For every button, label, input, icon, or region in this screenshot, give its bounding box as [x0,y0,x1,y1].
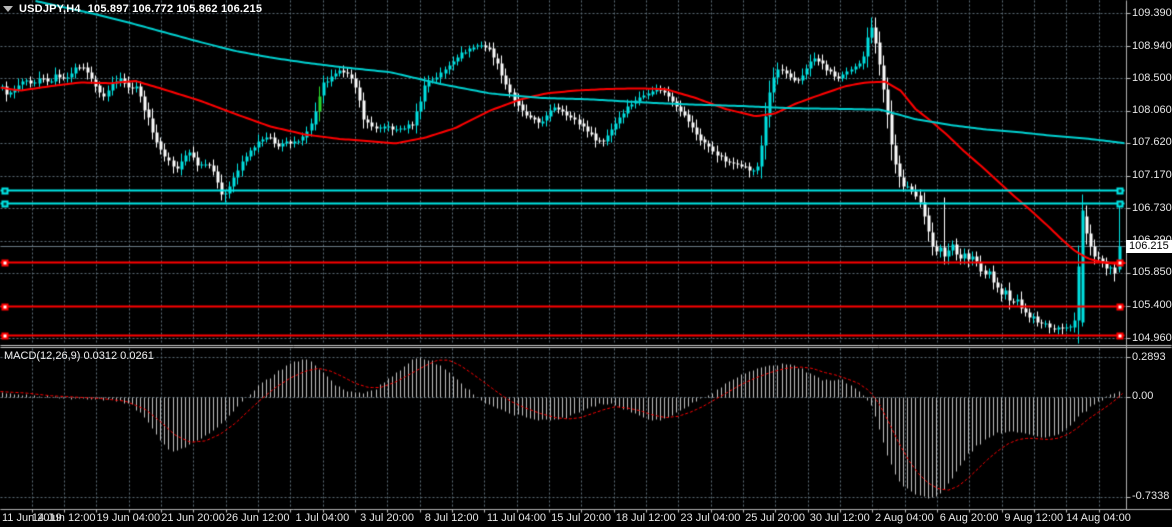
price-axis-label: 107.620 [1132,136,1172,149]
price-axis-label: 105.850 [1132,266,1172,279]
time-axis-label: 2 Aug 04:00 [875,512,934,524]
title-bar: USDJPY,H4 105.897 106.772 105.862 106.21… [3,2,262,16]
time-axis-label: 11 Jul 04:00 [486,512,546,524]
macd-axis-label: -0.7338 [1132,490,1170,503]
macd-axis-label: 0.2893 [1132,350,1166,363]
macd-axis-label: 0.00 [1132,390,1154,403]
current-price-box: 106.215 [1126,239,1172,253]
time-axis-label: 1 Jul 04:00 [295,512,350,524]
time-axis-label: 26 Jun 12:00 [225,512,290,524]
price-axis-label: 108.500 [1132,71,1172,84]
chart-title: USDJPY,H4 [19,3,81,15]
macd-indicator-label: MACD(12,26,9) 0.0312 0.0261 [4,350,154,362]
symbol-dropdown-icon[interactable] [3,6,13,12]
time-axis-label: 3 Jul 20:00 [360,512,414,524]
price-axis-label: 108.060 [1132,104,1172,117]
time-axis-label: 23 Jul 04:00 [680,512,741,524]
time-axis-label: 14 Aug 04:00 [1065,512,1131,524]
time-axis-label: 6 Aug 20:00 [939,512,999,524]
time-axis-label: 19 Jun 04:00 [96,512,161,524]
time-axis-label: 15 Jul 20:00 [551,512,612,524]
time-axis-label: 14 Jun 12:00 [31,512,96,524]
time-axis-label: 9 Aug 12:00 [1004,512,1064,524]
time-axis-label: 11 Jun 2019 [2,512,62,524]
price-axis-label: 107.170 [1132,169,1172,182]
price-axis-label: 108.940 [1132,39,1172,52]
price-axis-label: 109.390 [1132,6,1172,19]
time-axis-label: 18 Jul 12:00 [615,512,676,524]
price-axis-label: 106.730 [1132,201,1172,214]
time-axis-label: 21 Jun 20:00 [161,512,225,524]
time-axis-label: 8 Jul 12:00 [424,512,479,524]
time-axis-label: 30 Jul 12:00 [809,512,870,524]
time-axis-label: 25 Jul 20:00 [745,512,806,524]
chart-ohlc-values: 105.897 106.772 105.862 106.215 [87,3,263,15]
price-axis-label: 105.400 [1132,299,1172,312]
price-axis-label: 104.960 [1132,331,1172,344]
